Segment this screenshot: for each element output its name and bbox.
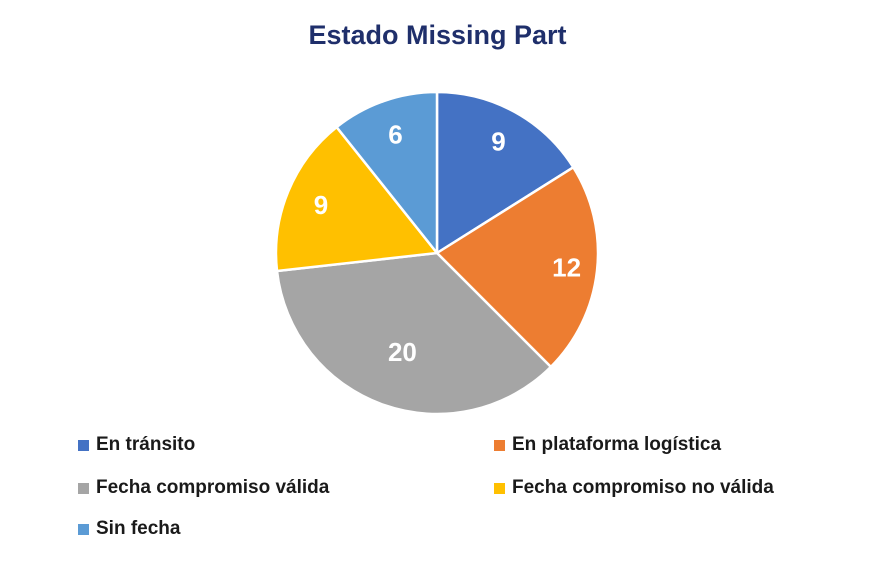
data-label-en-transito: 9: [491, 127, 505, 157]
data-label-sin-fecha: 6: [388, 120, 402, 150]
data-label-en-plataforma-logistica: 12: [552, 253, 581, 283]
pie-slice-fecha-compromiso-valida: [275, 251, 553, 416]
data-label-fecha-compromiso-no-valida: 9: [314, 190, 328, 220]
pie-slice-en-plataforma-logistica: [435, 166, 600, 369]
chart-title: Estado Missing Part: [308, 20, 567, 50]
pie-slice-fecha-compromiso-no-valida: [274, 125, 439, 273]
pie-slice-en-transito: [435, 90, 575, 255]
pie-slice-sin-fecha: [335, 90, 439, 255]
data-label-fecha-compromiso-valida: 20: [388, 337, 417, 367]
